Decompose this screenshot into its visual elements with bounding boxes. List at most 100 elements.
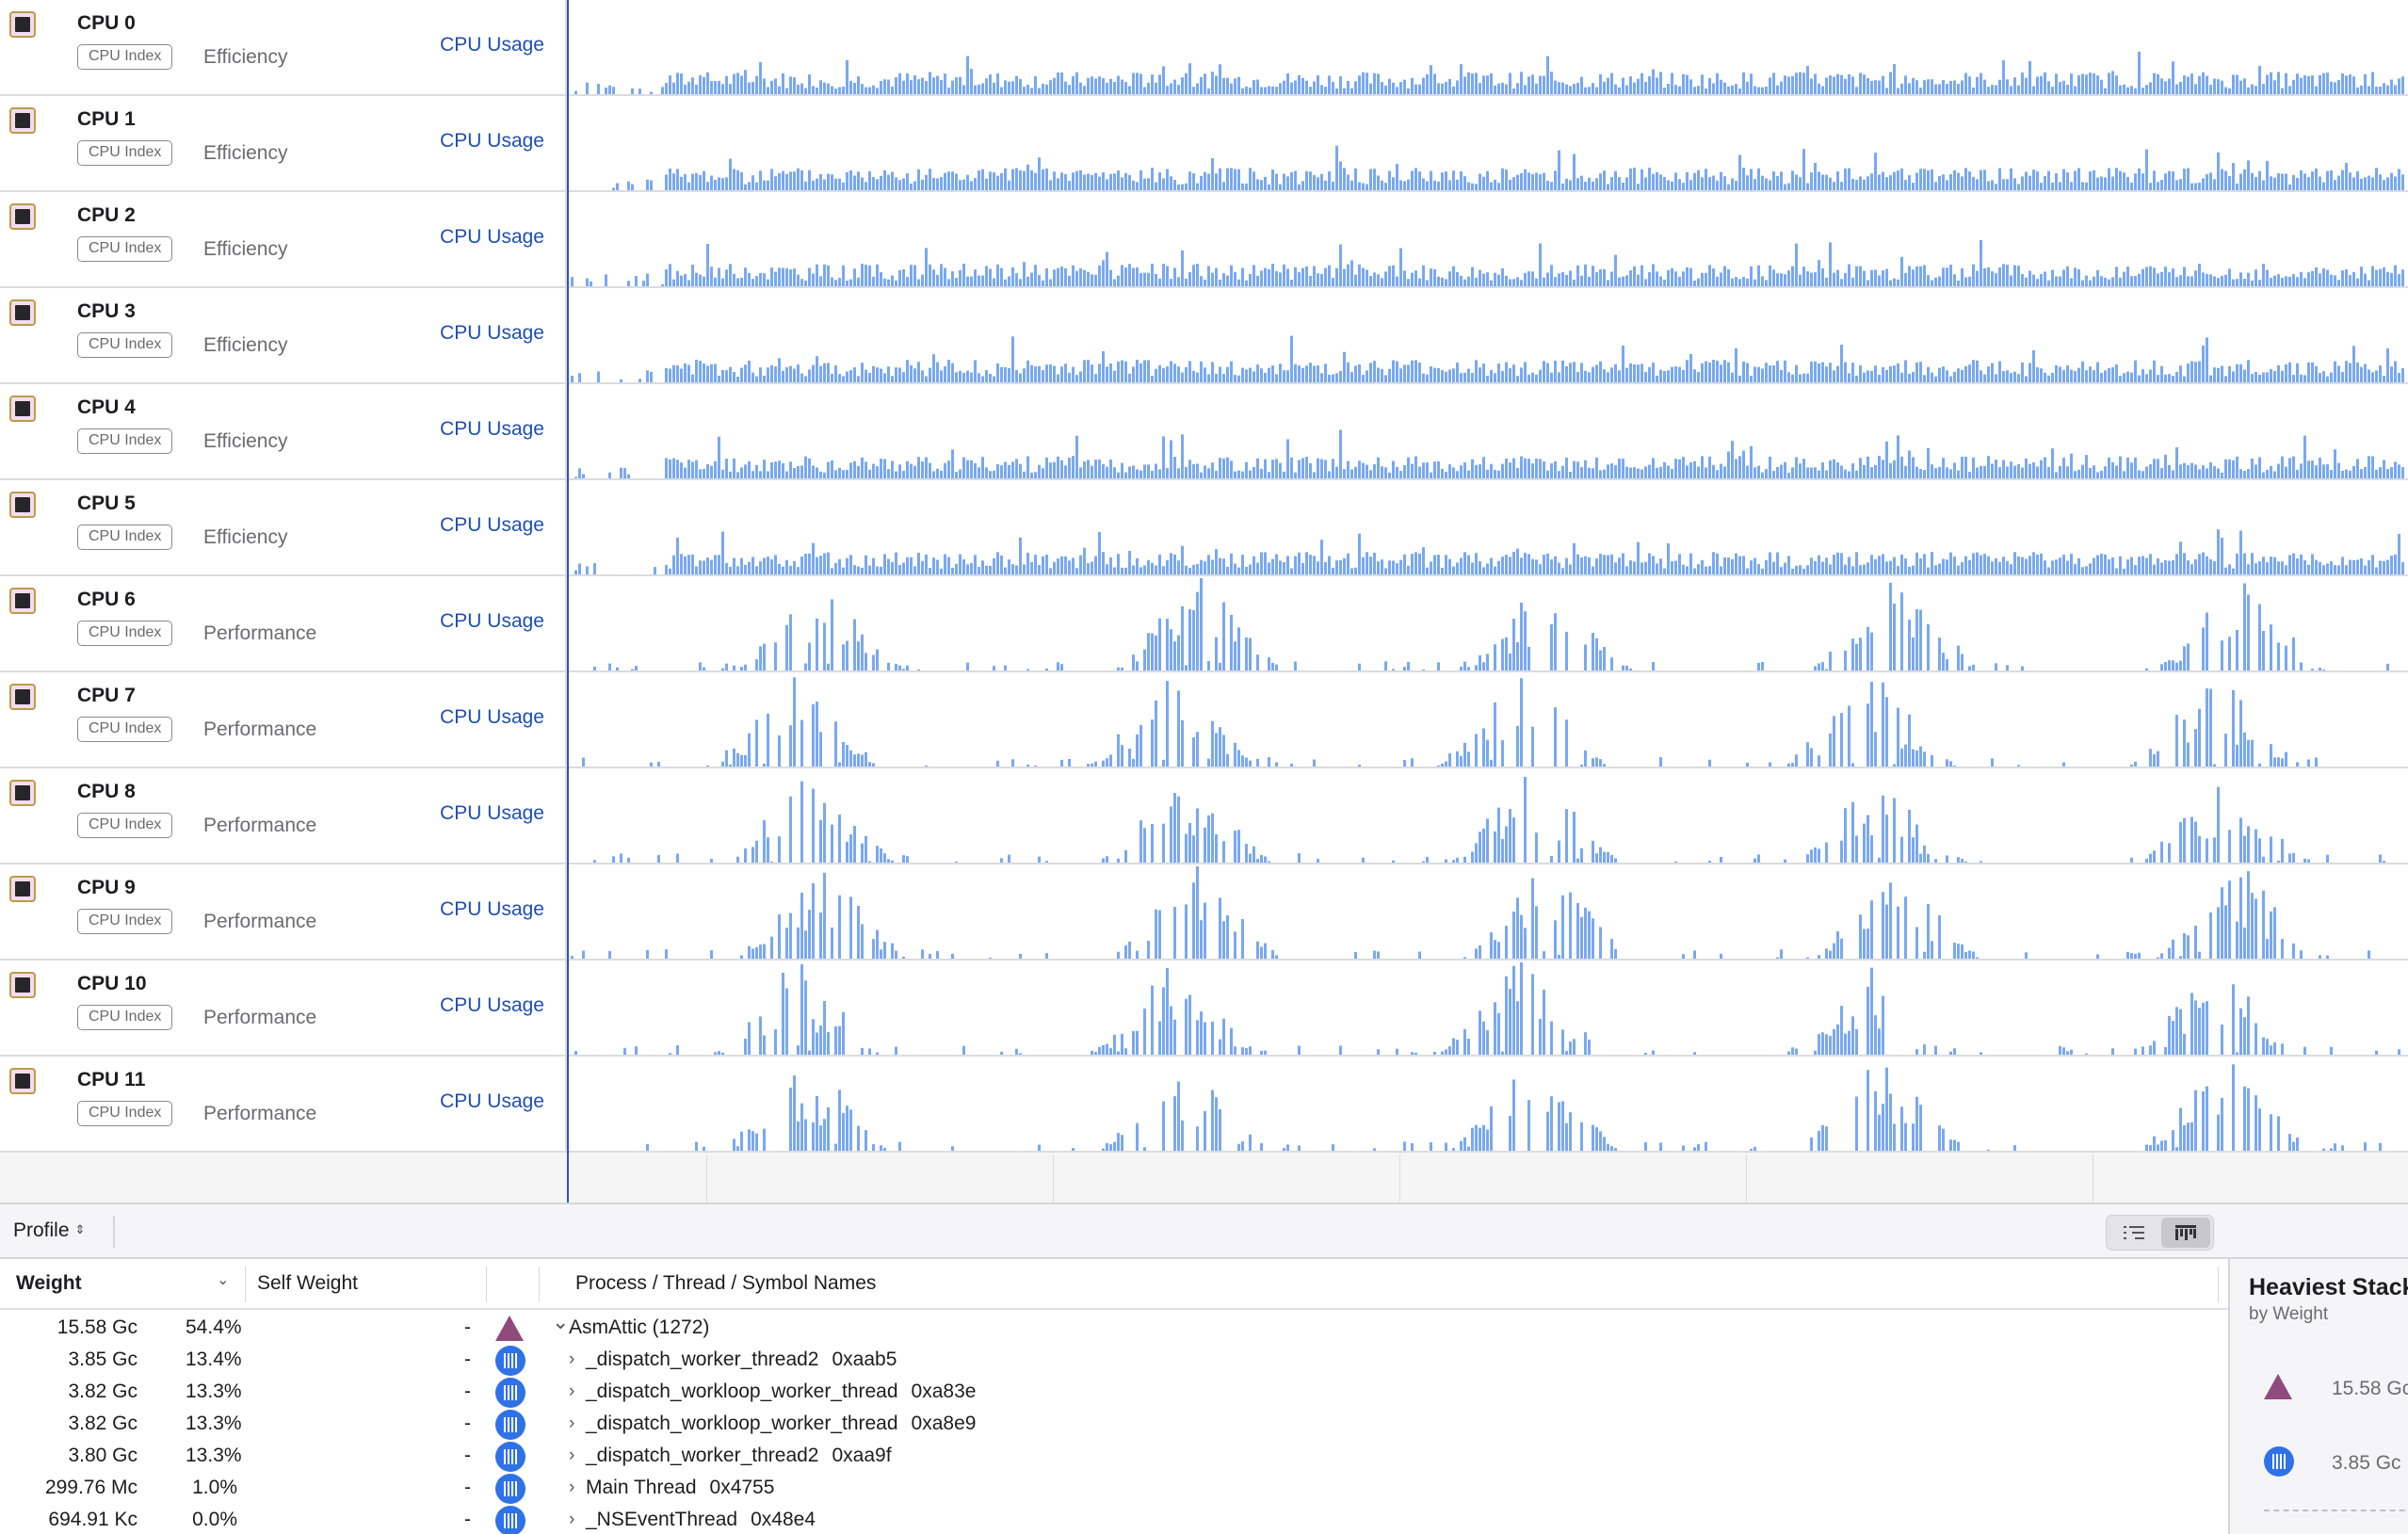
cpu-track-row[interactable]: CPU 9 CPU Index Performance CPU Usage <box>0 864 2408 961</box>
cpu-usage-bar <box>684 363 687 382</box>
cpu-usage-bar <box>2262 631 2265 670</box>
cpu-usage-graph[interactable] <box>569 961 2408 1055</box>
cpu-usage-bar <box>770 936 773 959</box>
cpu-track-row[interactable]: CPU 2 CPU Index Efficiency CPU Usage <box>0 192 2408 288</box>
cpu-track-row[interactable]: CPU 6 CPU Index Performance CPU Usage <box>0 576 2408 672</box>
cpu-usage-graph[interactable] <box>569 384 2408 478</box>
cpu-usage-bar <box>1558 840 1560 863</box>
cpu-usage-bar <box>1648 553 1651 574</box>
call-tree-row[interactable]: 3.80 Gc 13.3% - › _dispatch_worker_thread2 0x… <box>0 1441 2228 1473</box>
cpu-usage-bar <box>1249 638 1252 670</box>
cpu-usage-bar <box>1904 179 1907 190</box>
disclosure-open-icon[interactable]: ⌄ <box>552 1310 570 1333</box>
cpu-usage-bar <box>1592 918 1594 959</box>
cpu-track-row[interactable]: CPU 4 CPU Index Efficiency CPU Usage <box>0 384 2408 480</box>
cpu-usage-bar <box>571 375 574 382</box>
profile-selector[interactable]: Profile ⇕ <box>13 1219 85 1242</box>
cpu-usage-label[interactable]: CPU Usage <box>440 130 544 152</box>
disclosure-closed-icon[interactable]: › <box>569 1510 575 1529</box>
call-tree-row[interactable]: 3.82 Gc 13.3% - › _dispatch_workloop_worker_… <box>0 1377 2228 1409</box>
cpu-usage-bar <box>1915 1096 1918 1151</box>
cpu-usage-bar <box>1550 1021 1553 1055</box>
call-tree-row[interactable]: 694.91 Kc 0.0% - › _NSEventThread 0x48e4 <box>0 1505 2228 1534</box>
cpu-usage-bar <box>1659 558 1662 574</box>
cpu-track-row[interactable]: CPU 0 CPU Index Efficiency CPU Usage <box>0 0 2408 96</box>
heaviest-stack-row[interactable]: 15.58 Gc <box>2264 1372 2408 1404</box>
cpu-usage-bar <box>774 642 777 670</box>
cpu-usage-bar <box>1584 87 1587 94</box>
cpu-usage-bar <box>1915 266 1918 286</box>
call-tree-row[interactable]: 3.82 Gc 13.3% - › _dispatch_workloop_worker_… <box>0 1409 2228 1441</box>
cpu-usage-label[interactable]: CPU Usage <box>440 418 544 440</box>
names-column-header[interactable]: Process / Thread / Symbol Names <box>575 1272 876 1295</box>
cpu-usage-label[interactable]: CPU Usage <box>440 226 544 248</box>
cpu-usage-bar <box>2175 554 2178 574</box>
cpu-usage-label[interactable]: CPU Usage <box>440 34 544 56</box>
disclosure-closed-icon[interactable]: › <box>569 1349 575 1369</box>
cpu-usage-label[interactable]: CPU Usage <box>440 706 544 728</box>
cpu-usage-graph[interactable] <box>569 672 2408 767</box>
cpu-track-row[interactable]: CPU 3 CPU Index Efficiency CPU Usage <box>0 288 2408 384</box>
cpu-usage-graph[interactable] <box>569 192 2408 286</box>
sort-chevron-icon[interactable]: ⌄ <box>217 1272 230 1288</box>
cpu-usage-bar <box>1995 85 1997 94</box>
self-weight-column-header[interactable]: Self Weight <box>257 1272 358 1295</box>
cpu-usage-label[interactable]: CPU Usage <box>440 898 544 920</box>
disclosure-closed-icon[interactable]: › <box>569 1445 575 1465</box>
cpu-usage-label[interactable]: CPU Usage <box>440 994 544 1016</box>
cpu-usage-graph[interactable] <box>569 576 2408 670</box>
cpu-usage-bar <box>1814 361 1817 382</box>
cpu-usage-bar <box>1196 808 1199 863</box>
playhead-cursor[interactable] <box>567 0 569 1203</box>
flame-graph-icon[interactable] <box>2161 1218 2210 1248</box>
cpu-usage-label[interactable]: CPU Usage <box>440 1090 544 1112</box>
call-tree-row[interactable]: 299.76 Mc 1.0% - › Main Thread 0x4755 <box>0 1473 2228 1505</box>
cpu-usage-label[interactable]: CPU Usage <box>440 322 544 344</box>
cpu-usage-bar <box>857 905 860 959</box>
cpu-usage-bar <box>1738 556 1741 574</box>
cpu-usage-bar <box>1780 464 1783 478</box>
call-tree-list-icon[interactable] <box>2109 1218 2158 1248</box>
cpu-usage-graph[interactable] <box>569 864 2408 959</box>
cpu-usage-bar <box>861 634 864 670</box>
cpu-usage-label[interactable]: CPU Usage <box>440 514 544 536</box>
cpu-usage-bar <box>1373 950 1376 959</box>
cpu-usage-bar <box>1173 363 1176 382</box>
cpu-usage-bar <box>1712 175 1715 190</box>
cpu-usage-bar <box>2160 562 2163 574</box>
cpu-usage-graph[interactable] <box>569 96 2408 190</box>
cpu-usage-bar <box>1215 1097 1218 1151</box>
cpu-usage-label[interactable]: CPU Usage <box>440 610 544 632</box>
cpu-track-row[interactable]: CPU 11 CPU Index Performance CPU Usage <box>0 1057 2408 1153</box>
disclosure-closed-icon[interactable]: › <box>569 1477 575 1497</box>
call-tree-row[interactable]: 15.58 Gc 54.4% - ⌄ AsmAttic (1272) <box>0 1310 2228 1345</box>
cpu-usage-bar <box>1689 180 1692 190</box>
cpu-usage-graph[interactable] <box>569 288 2408 382</box>
cpu-track-row[interactable]: CPU 10 CPU Index Performance CPU Usage <box>0 961 2408 1057</box>
cpu-usage-label[interactable]: CPU Usage <box>440 802 544 824</box>
cpu-usage-bar <box>2025 458 2028 478</box>
cpu-usage-graph[interactable] <box>569 480 2408 574</box>
heaviest-stack-row[interactable]: 3.85 Gc <box>2264 1446 2408 1478</box>
cpu-usage-bar <box>1908 450 1911 478</box>
cpu-usage-bar <box>759 561 762 574</box>
cpu-usage-bar <box>1004 366 1007 382</box>
cpu-usage-bar <box>1810 849 1813 863</box>
cpu-track-row[interactable]: CPU 5 CPU Index Efficiency CPU Usage <box>0 480 2408 576</box>
cpu-usage-graph[interactable] <box>569 768 2408 863</box>
cpu-usage-bar <box>902 178 905 190</box>
cpu-usage-bar <box>1656 77 1658 94</box>
cpu-usage-graph[interactable] <box>569 0 2408 94</box>
cpu-track-row[interactable]: CPU 7 CPU Index Performance CPU Usage <box>0 672 2408 768</box>
cpu-usage-graph[interactable] <box>569 1057 2408 1151</box>
cpu-usage-bar <box>736 752 739 767</box>
cpu-usage-bar <box>831 277 833 286</box>
cpu-usage-bar <box>1026 552 1029 574</box>
cpu-usage-bar <box>1825 77 1828 94</box>
disclosure-closed-icon[interactable]: › <box>569 1413 575 1433</box>
cpu-track-row[interactable]: CPU 8 CPU Index Performance CPU Usage <box>0 768 2408 864</box>
weight-column-header[interactable]: Weight <box>16 1272 82 1295</box>
cpu-track-row[interactable]: CPU 1 CPU Index Efficiency CPU Usage <box>0 96 2408 192</box>
disclosure-closed-icon[interactable]: › <box>569 1381 575 1401</box>
call-tree-row[interactable]: 3.85 Gc 13.4% - › _dispatch_worker_thread2 0x… <box>0 1345 2228 1377</box>
